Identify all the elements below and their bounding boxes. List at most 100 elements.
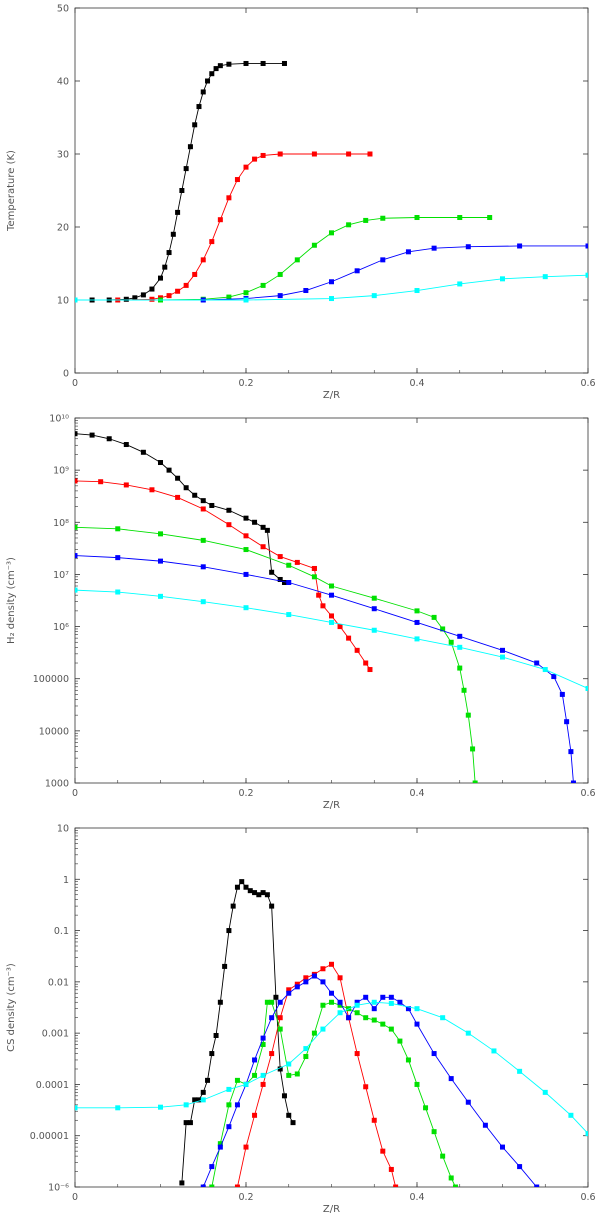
data-point <box>371 293 377 299</box>
data-point <box>320 979 326 985</box>
data-point <box>269 1051 275 1057</box>
y-tick-label: 20 <box>57 223 69 234</box>
data-point <box>500 647 505 653</box>
plot-frame <box>74 827 589 1188</box>
data-point <box>380 994 386 1000</box>
data-point <box>371 1117 377 1123</box>
data-point <box>354 1010 360 1016</box>
data-point <box>303 1046 309 1052</box>
data-point <box>226 1086 232 1092</box>
data-point <box>234 1184 240 1187</box>
plot-frame <box>74 417 589 784</box>
data-point <box>192 492 198 498</box>
data-point <box>457 633 463 639</box>
y-tick-label: 0.01 <box>48 977 69 988</box>
y-axis-label: H₂ density (cm⁻³) <box>6 557 17 644</box>
data-point <box>585 685 588 691</box>
data-point <box>371 606 377 612</box>
data-point <box>286 987 292 993</box>
y-tick-label: 0.1 <box>54 926 69 937</box>
data-point <box>363 217 369 223</box>
data-point <box>158 558 163 564</box>
data-point <box>286 1061 292 1067</box>
data-point <box>75 431 78 437</box>
data-point <box>209 1184 215 1187</box>
data-point <box>200 1089 206 1095</box>
data-point <box>243 297 249 303</box>
data-point <box>465 1099 471 1105</box>
data-point <box>568 749 574 755</box>
data-point <box>500 276 505 282</box>
data-point <box>217 1144 223 1150</box>
data-point <box>371 595 377 601</box>
data-point <box>200 1097 206 1103</box>
data-point <box>75 524 78 530</box>
data-point <box>393 1184 399 1187</box>
data-point <box>329 592 334 598</box>
data-point <box>440 1015 446 1021</box>
data-point <box>273 994 279 1000</box>
data-point <box>564 719 570 725</box>
data-point <box>170 231 176 237</box>
cs-density-panel: 0 0.2 0.4 0.6 10⁻⁶ 0.00001 0.0001 0.001 0.01 0.1 1… <box>6 824 596 1216</box>
data-point <box>414 215 420 221</box>
data-point <box>303 979 309 985</box>
data-point <box>234 177 240 183</box>
data-point <box>196 104 202 110</box>
x-tick-label: 0 <box>72 378 78 389</box>
data-point <box>149 286 155 292</box>
series-2 <box>75 215 493 303</box>
data-point <box>158 531 163 537</box>
data-point <box>311 151 317 157</box>
data-point <box>183 166 189 172</box>
data-point <box>346 151 352 157</box>
data-point <box>380 1021 386 1027</box>
data-point <box>196 1097 202 1103</box>
data-point <box>200 498 206 504</box>
data-point <box>187 144 193 150</box>
data-point <box>448 639 454 645</box>
data-point <box>264 527 270 533</box>
data-point <box>260 524 266 530</box>
data-point <box>431 1051 437 1057</box>
data-point <box>217 1141 223 1147</box>
data-point <box>457 215 463 221</box>
data-point <box>329 990 334 996</box>
data-point <box>423 1105 429 1111</box>
data-point <box>260 1035 266 1041</box>
data-point <box>243 515 249 521</box>
data-point <box>585 243 588 249</box>
h2-density-panel: 0 0.2 0.4 0.6 1000 10000 100000 10⁶ 10⁷ 10⁸ 10⁹ 10¹… <box>6 414 596 812</box>
data-point <box>329 619 334 625</box>
data-point <box>166 250 172 256</box>
series-0 <box>75 431 287 586</box>
series-line <box>75 433 285 583</box>
series-0 <box>75 60 287 303</box>
y-tick-label: 30 <box>57 150 69 161</box>
y-axis-label: CS density (cm⁻³) <box>6 963 17 1052</box>
data-point <box>226 195 232 201</box>
data-point <box>465 244 471 250</box>
data-point <box>243 547 249 553</box>
data-point <box>346 1015 352 1021</box>
series-2 <box>209 999 458 1187</box>
data-point <box>123 296 129 302</box>
data-point <box>414 636 420 642</box>
data-point <box>209 239 215 245</box>
data-point <box>286 612 292 618</box>
y-tick-label: 10⁶ <box>53 622 69 633</box>
data-point <box>175 475 181 481</box>
data-point <box>551 674 557 680</box>
data-point <box>192 122 198 128</box>
data-point <box>252 1072 258 1078</box>
data-point <box>311 1030 317 1036</box>
data-point <box>260 544 266 550</box>
data-point <box>482 1122 488 1128</box>
x-tick-label: 0.6 <box>580 378 595 389</box>
series-line <box>75 217 490 301</box>
data-point <box>491 1048 497 1054</box>
data-point <box>337 975 343 981</box>
y-tick-label: 1000 <box>45 779 69 790</box>
data-point <box>200 506 206 512</box>
